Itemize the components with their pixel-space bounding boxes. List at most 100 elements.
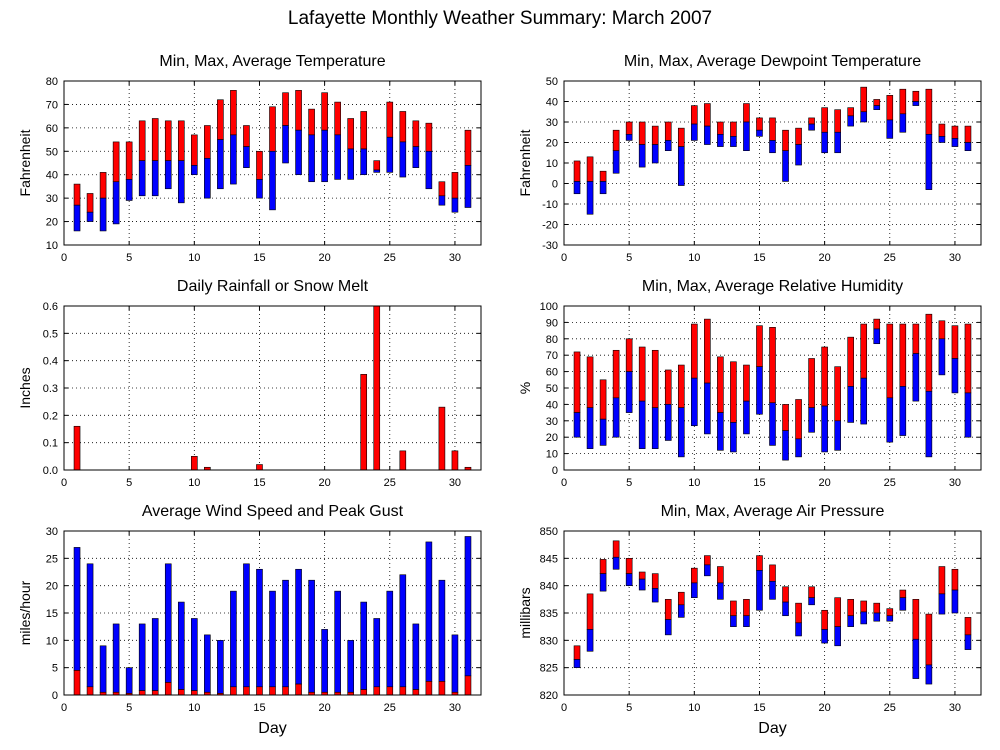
- bar-max-segment: [769, 564, 776, 582]
- bar-max-segment: [717, 121, 724, 135]
- bar-min-segment: [899, 386, 907, 436]
- bar-peak-gust: [347, 640, 354, 693]
- bar-min-segment: [795, 438, 802, 458]
- x-tick-label: 15: [753, 252, 765, 264]
- bar-min-segment: [717, 134, 724, 147]
- y-tick-label: 850: [540, 526, 558, 538]
- bar-average-speed: [177, 689, 185, 696]
- bar-max-segment: [886, 608, 894, 617]
- bar-min-segment: [151, 160, 159, 197]
- bar-max-segment: [730, 121, 737, 137]
- y-tick-label: 0.4: [43, 356, 58, 368]
- y-axis-label: Fahrenheit: [517, 129, 533, 196]
- bar-max-segment: [912, 90, 920, 102]
- bar-min-segment: [464, 165, 472, 208]
- bar-min-segment: [99, 197, 107, 232]
- y-tick-label: 10: [546, 449, 558, 461]
- bar-min-segment: [651, 144, 659, 164]
- bar-max-segment: [586, 356, 594, 408]
- x-tick-label: 25: [884, 477, 896, 489]
- y-tick-label: 10: [546, 158, 558, 170]
- bar-min-segment: [638, 144, 646, 168]
- bar-peak-gust: [99, 645, 107, 693]
- x-tick-label: 20: [319, 252, 331, 264]
- bar-min-segment: [834, 131, 841, 154]
- bar-min-segment: [756, 366, 763, 415]
- bar-max-segment: [717, 566, 724, 584]
- bar-min-segment: [664, 619, 672, 636]
- bar-max-segment: [204, 125, 211, 159]
- bar-min-segment: [282, 125, 289, 164]
- bar-min-segment: [360, 148, 368, 176]
- bar-min-segment: [782, 601, 789, 617]
- y-axis-label: Inches: [17, 367, 33, 408]
- bar-min-segment: [677, 146, 685, 186]
- bar-min-segment: [886, 397, 894, 443]
- y-tick-label: 60: [46, 123, 58, 135]
- bar-min-segment: [821, 405, 828, 453]
- bar-max-segment: [925, 313, 933, 392]
- y-tick-label: 20: [46, 217, 58, 229]
- bar-max-segment: [860, 86, 868, 113]
- bar-max-segment: [717, 356, 724, 413]
- bar-max-segment: [599, 379, 607, 420]
- bar-max-segment: [808, 358, 815, 408]
- bar-max-segment: [860, 323, 868, 379]
- bar-average-speed: [73, 670, 81, 696]
- bar-peak-gust: [282, 579, 289, 688]
- bar-max-segment: [586, 593, 594, 630]
- bar-min-segment: [677, 604, 685, 618]
- bar-min-segment: [938, 136, 946, 143]
- bar-min-segment: [964, 392, 972, 438]
- bar-peak-gust: [204, 634, 211, 693]
- bar-min-segment: [873, 328, 881, 345]
- x-tick-label: 25: [384, 252, 396, 264]
- bar-average-speed: [230, 686, 237, 696]
- bar-peak-gust: [73, 547, 81, 671]
- chart-panel-2: Min, Max, Average Dewpoint Temperature -3…: [517, 53, 982, 264]
- plot-frame: [563, 80, 982, 246]
- bar-min-segment: [886, 119, 894, 139]
- bar-min-segment: [743, 400, 750, 435]
- bar-min-segment: [756, 570, 763, 611]
- bar-min-segment: [925, 390, 933, 458]
- bar-min-segment: [691, 377, 698, 427]
- y-tick-label: 90: [546, 317, 558, 329]
- bar-peak-gust: [269, 590, 276, 688]
- bar-max-segment: [243, 125, 250, 147]
- bar-max-segment: [625, 558, 633, 574]
- x-tick-label: 5: [626, 477, 632, 489]
- bar-max-segment: [730, 600, 737, 617]
- bar-rainfall: [451, 450, 459, 471]
- bar-min-segment: [704, 564, 711, 577]
- x-tick-label: 25: [384, 702, 396, 714]
- bar-min-segment: [138, 160, 146, 197]
- y-tick-label: 20: [46, 581, 58, 593]
- bar-min-segment: [73, 204, 81, 232]
- bar-min-segment: [347, 148, 354, 180]
- plot-frame: [63, 80, 482, 246]
- bar-max-segment: [964, 125, 972, 143]
- y-tick-label: 70: [546, 350, 558, 362]
- x-tick-label: 15: [253, 477, 265, 489]
- plot-frame: [63, 305, 482, 471]
- bar-max-segment: [704, 318, 711, 384]
- bar-max-segment: [73, 183, 81, 206]
- bar-max-segment: [638, 571, 646, 580]
- bar-min-segment: [691, 582, 698, 598]
- x-tick-label: 10: [688, 477, 700, 489]
- bar-min-segment: [951, 138, 959, 147]
- bar-min-segment: [399, 141, 407, 178]
- bar-min-segment: [664, 404, 672, 441]
- x-tick-label: 0: [561, 477, 567, 489]
- x-axis-label: Day: [258, 720, 286, 737]
- bar-max-segment: [360, 111, 368, 150]
- bar-min-segment: [847, 115, 854, 127]
- bar-max-segment: [438, 181, 446, 197]
- bar-average-speed: [464, 675, 472, 696]
- bar-max-segment: [834, 597, 841, 627]
- bar-max-segment: [638, 121, 646, 145]
- bar-max-segment: [925, 88, 933, 135]
- bar-max-segment: [782, 404, 789, 431]
- bar-min-segment: [334, 134, 341, 180]
